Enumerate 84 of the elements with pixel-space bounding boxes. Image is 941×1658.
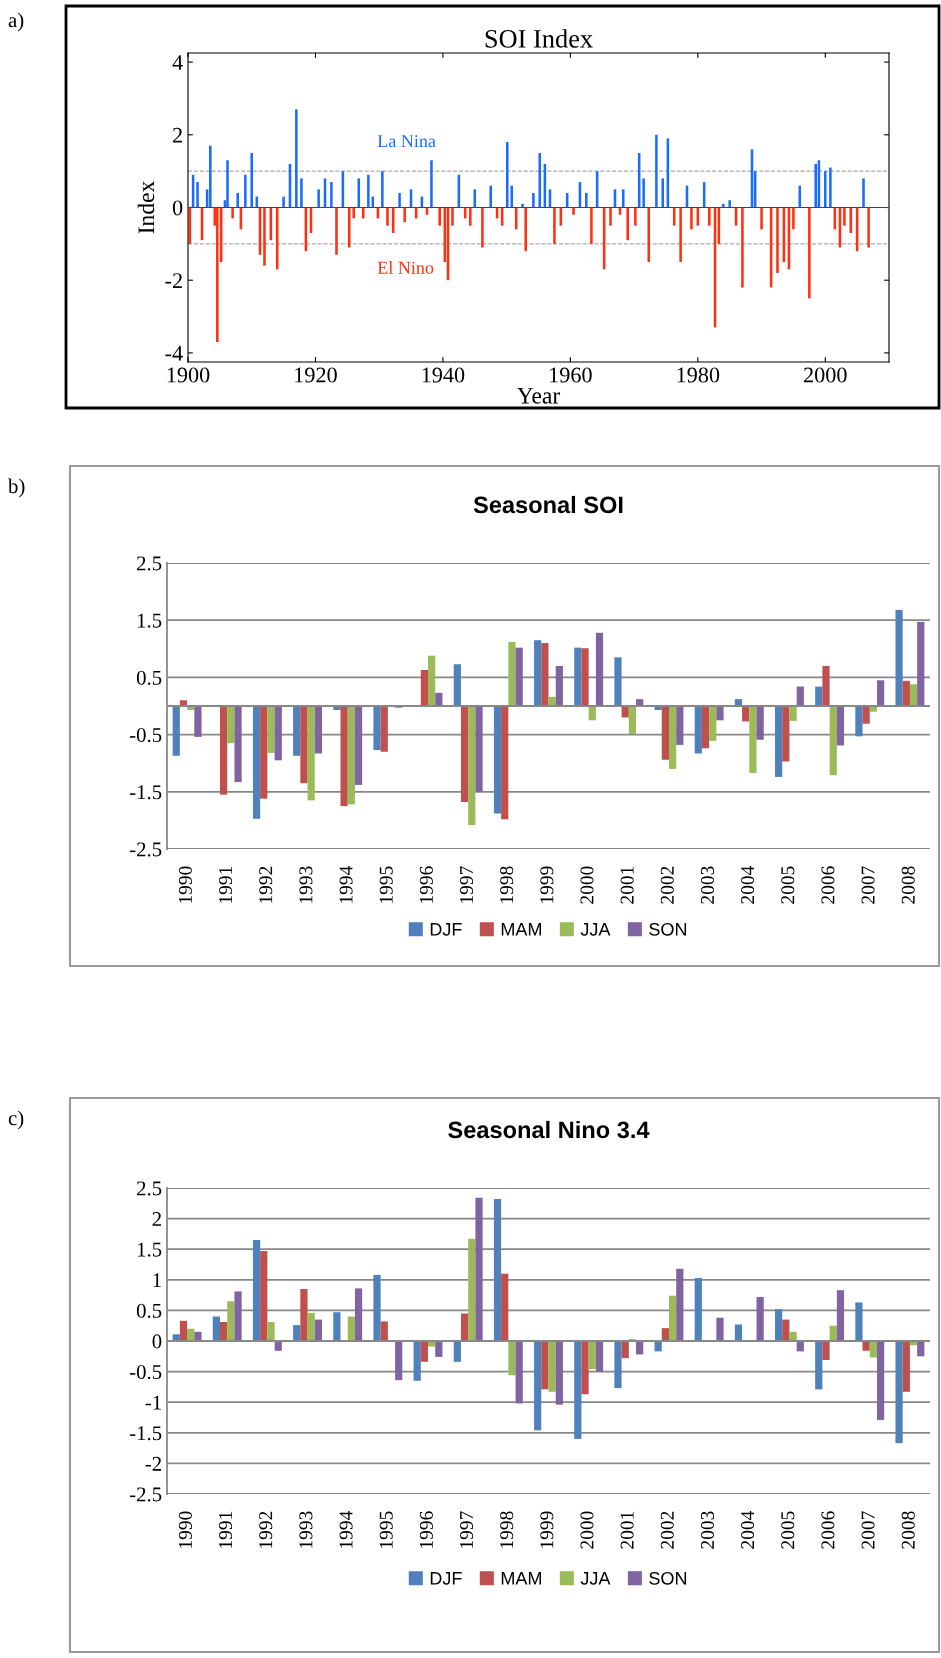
legend-label: SON [649, 922, 687, 936]
x-tick-label: 1992 [259, 866, 273, 903]
legend-label: DJF [430, 923, 462, 936]
y-tick-label: 2.5 [137, 1181, 162, 1196]
y-tick-label: 0 [172, 200, 183, 216]
x-tick-label: 2001 [620, 1511, 634, 1549]
x-tick-label: 1900 [167, 367, 210, 383]
x-tick-label: 1990 [178, 866, 192, 903]
y-tick-label: 1 [153, 1273, 161, 1288]
x-tick-label: 1940 [422, 367, 465, 383]
x-tick-label: 1998 [500, 1511, 514, 1548]
x-tick-label: 1995 [379, 1511, 393, 1548]
x-tick-label: 2001 [620, 866, 634, 904]
x-tick-label: 2000 [804, 367, 847, 383]
x-tick-label: 1991 [219, 1511, 233, 1548]
x-tick-label: 1994 [339, 1510, 353, 1548]
x-tick-label: 1998 [500, 866, 514, 903]
y-tick-label: 1.5 [137, 613, 162, 628]
x-tick-label: 2000 [580, 866, 594, 904]
y-tick-label: 2 [152, 1212, 161, 1226]
x-tick-label: 1996 [419, 1511, 433, 1548]
annotation: El Nino [377, 261, 434, 274]
annotation: La Nina [377, 135, 436, 148]
y-tick-label: 0.5 [136, 670, 162, 685]
x-tick-label: 2002 [660, 1511, 674, 1549]
y-axis-title: Index [137, 180, 155, 234]
x-tick-label: 1999 [540, 1511, 554, 1548]
text: b) [8, 478, 25, 498]
x-tick-label: 1997 [459, 866, 474, 903]
x-tick-label: 1994 [339, 865, 353, 903]
x-tick-label: 2007 [861, 866, 875, 904]
legend-label: JJA [580, 1572, 611, 1585]
x-tick-label: 1992 [259, 1511, 273, 1548]
x-tick-label: 1920 [295, 367, 337, 383]
y-tick-label: -2.5 [129, 1487, 162, 1502]
legend-label: DJF [430, 1572, 462, 1585]
x-tick-label: 2003 [700, 866, 714, 904]
y-tick-label: 0 [152, 1334, 162, 1349]
x-tick-label: 1999 [540, 866, 554, 903]
x-tick-label: 1960 [550, 367, 592, 383]
x-tick-label: 1995 [379, 866, 393, 903]
y-tick-label: -0.5 [129, 1364, 162, 1380]
x-tick-label: 1990 [178, 1511, 192, 1548]
x-tick-label: 2008 [901, 1511, 915, 1549]
x-tick-label: 2004 [741, 1510, 755, 1549]
y-tick-label: -1 [145, 1395, 161, 1410]
x-tick-label: 1980 [677, 367, 720, 383]
legend-label: JJA [580, 923, 611, 936]
chart-title: Seasonal SOI [473, 495, 623, 514]
y-tick-label: 0.5 [136, 1303, 162, 1318]
y-tick-label: 2.5 [137, 556, 162, 571]
x-tick-label: 2006 [821, 1511, 835, 1549]
x-tick-label: 1993 [299, 1511, 313, 1548]
x-axis-title: Year [517, 387, 561, 404]
x-tick-label: 2005 [781, 866, 795, 904]
text: a) [8, 12, 24, 32]
legend-label: MAM [501, 923, 541, 936]
y-tick-label: 4 [172, 55, 183, 70]
y-tick-label: -2 [165, 273, 182, 288]
x-tick-label: 2004 [741, 865, 755, 904]
y-tick-label: -4 [165, 345, 183, 361]
x-tick-label: 1993 [299, 866, 313, 903]
chart-title: SOI Index [485, 29, 593, 48]
y-tick-label: -2.5 [129, 842, 162, 857]
x-tick-label: 2006 [821, 866, 835, 904]
y-tick-label: -2 [145, 1456, 161, 1471]
y-tick-label: -0.5 [129, 727, 162, 743]
y-tick-label: -1.5 [129, 1426, 162, 1441]
x-tick-label: 2007 [861, 1511, 875, 1549]
x-tick-label: 1996 [419, 866, 433, 903]
text: c) [8, 1110, 24, 1130]
x-tick-label: 1991 [219, 866, 233, 903]
y-tick-label: 1.5 [137, 1242, 162, 1257]
x-tick-label: 2008 [901, 866, 915, 904]
legend-label: SON [649, 1571, 687, 1585]
legend-label: MAM [501, 1572, 541, 1585]
x-tick-label: 1997 [459, 1511, 474, 1548]
chart-title: Seasonal Nino 3.4 [448, 1120, 650, 1139]
y-tick-label: -1.5 [129, 785, 162, 800]
x-tick-label: 2003 [700, 1511, 714, 1549]
x-tick-label: 2002 [660, 866, 674, 904]
y-tick-label: 2 [173, 127, 182, 143]
x-tick-label: 2000 [580, 1511, 594, 1549]
x-tick-label: 2005 [781, 1511, 795, 1549]
